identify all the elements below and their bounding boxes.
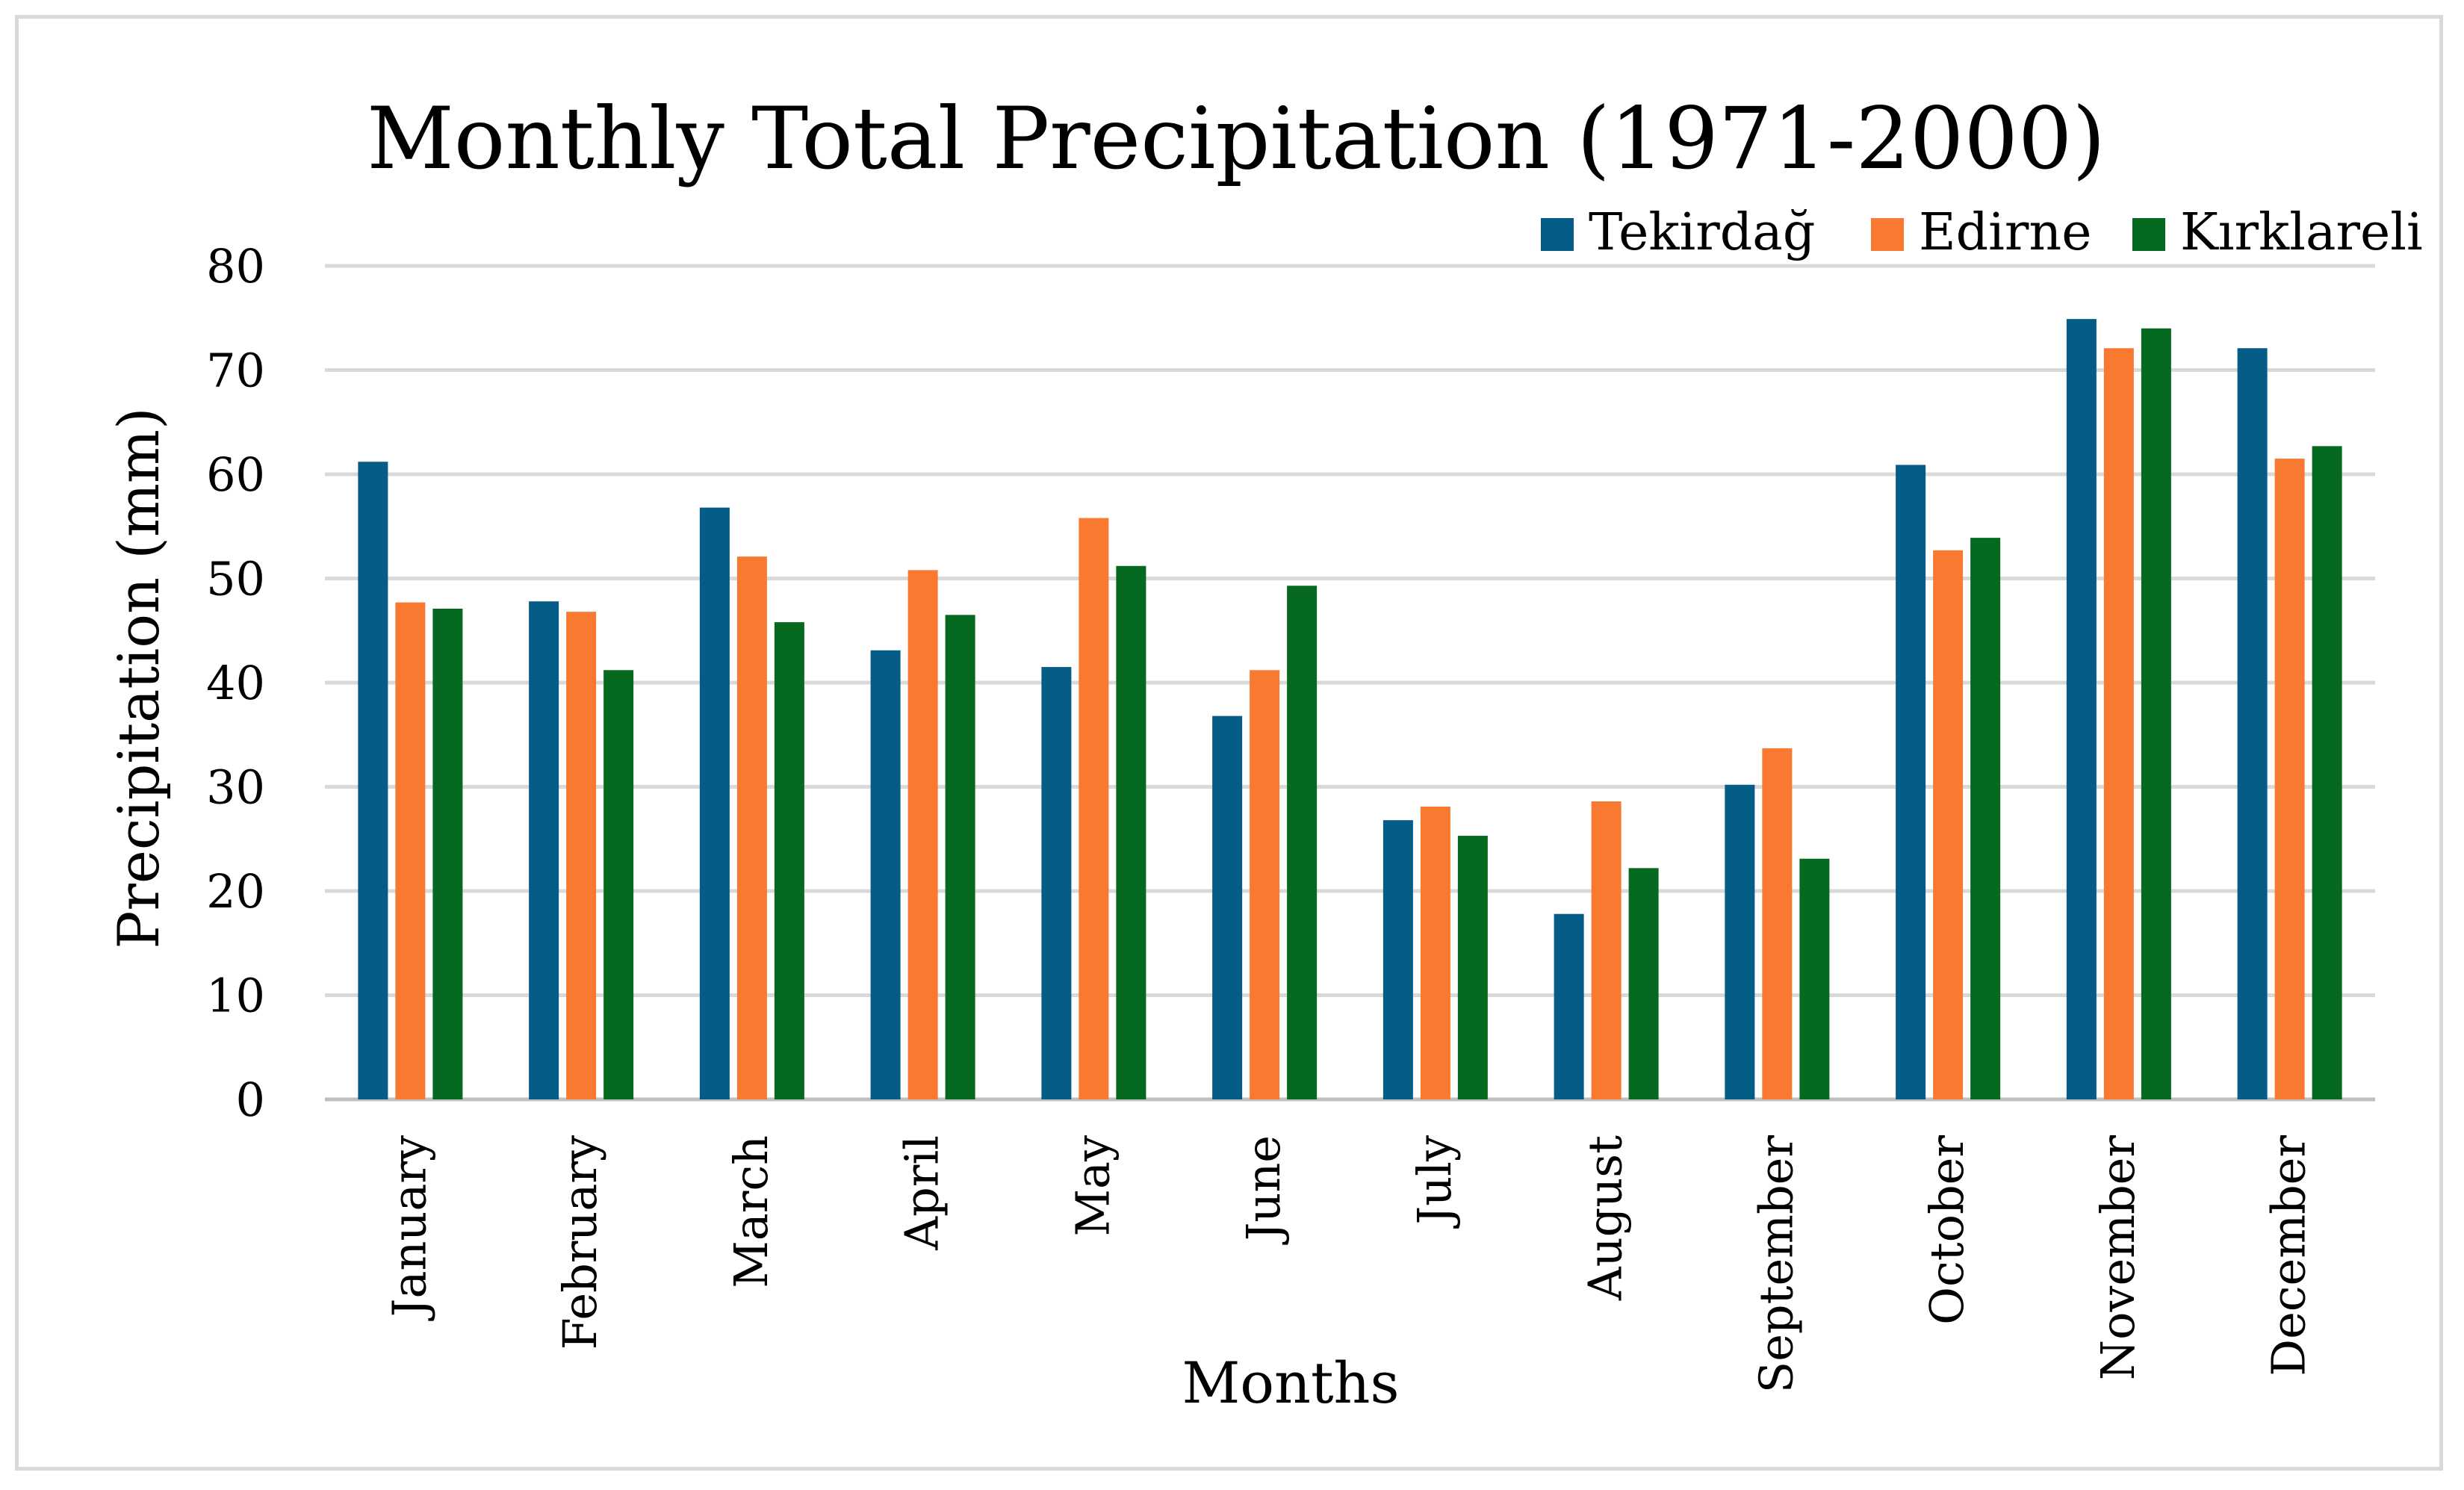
legend-item: Kırklareli	[2132, 203, 2423, 262]
bar-october-series-3	[1970, 538, 2001, 1099]
legend-label: Kırklareli	[2180, 203, 2423, 262]
x-tick-label: May	[1065, 1135, 1120, 1236]
x-tick-label: October	[1920, 1135, 1974, 1325]
y-tick-label: 40	[206, 656, 265, 710]
x-tick-label: November	[2091, 1135, 2145, 1380]
bar-september-series-2	[1762, 748, 1793, 1099]
x-tick-label: March	[724, 1135, 778, 1288]
bar-october-series-2	[1933, 550, 1964, 1099]
bar-may-series-1	[1041, 667, 1072, 1099]
bar-october-series-1	[1896, 465, 1926, 1099]
bar-february-series-1	[529, 601, 559, 1099]
bar-july-series-2	[1420, 807, 1450, 1099]
bar-december-series-3	[2312, 446, 2342, 1099]
y-tick-label: 10	[206, 969, 265, 1023]
legend-label: Tekirdağ	[1589, 203, 1815, 262]
y-axis-ticks: 0 10 20 30 40 50 60 70 80	[206, 239, 265, 1127]
bar-january-series-1	[358, 462, 388, 1099]
bar-july-series-3	[1457, 836, 1488, 1099]
bar-may-series-3	[1116, 565, 1146, 1099]
legend-swatch	[2132, 218, 2165, 251]
bar-august-series-1	[1554, 913, 1584, 1099]
bar-december-series-1	[2237, 348, 2268, 1100]
x-axis-label: Months	[1182, 1350, 1399, 1416]
y-tick-label: 20	[206, 864, 265, 919]
bar-january-series-3	[432, 608, 463, 1099]
legend-label: Edirne	[1919, 203, 2091, 262]
legend-item: Edirne	[1871, 203, 2091, 262]
x-tick-label: December	[2262, 1135, 2316, 1376]
y-tick-label: 80	[206, 239, 265, 294]
y-tick-label: 50	[206, 552, 265, 606]
y-tick-label: 0	[236, 1073, 265, 1127]
bar-december-series-2	[2274, 459, 2305, 1099]
x-tick-label: January	[382, 1135, 436, 1321]
x-tick-label: August	[1578, 1135, 1633, 1301]
bar-september-series-1	[1725, 784, 1755, 1099]
y-tick-label: 60	[206, 447, 265, 502]
bar-april-series-2	[907, 570, 938, 1099]
bar-june-series-1	[1212, 715, 1243, 1099]
bar-november-series-2	[2103, 348, 2134, 1100]
bar-march-series-3	[774, 622, 804, 1099]
legend-swatch	[1871, 218, 1904, 251]
x-tick-label: February	[553, 1135, 607, 1350]
y-axis-label: Precipitation (mm)	[105, 407, 172, 949]
bar-june-series-3	[1287, 586, 1318, 1099]
bar-may-series-2	[1079, 518, 1109, 1099]
legend-item: Tekirdağ	[1541, 203, 1815, 262]
bar-august-series-2	[1591, 801, 1622, 1099]
x-tick-label: July	[1407, 1135, 1462, 1229]
bar-june-series-2	[1250, 670, 1280, 1099]
y-tick-label: 70	[206, 344, 265, 398]
x-axis-ticks: January February March April May June July Augu…	[382, 1135, 2315, 1394]
gridlines	[325, 264, 2375, 1102]
bar-november-series-1	[2066, 319, 2097, 1099]
x-tick-label: June	[1236, 1135, 1291, 1245]
bar-november-series-3	[2141, 328, 2171, 1100]
y-tick-label: 30	[206, 760, 265, 815]
x-tick-label: September	[1748, 1135, 1803, 1394]
bar-march-series-1	[699, 507, 730, 1099]
bar-april-series-3	[945, 615, 975, 1099]
chart-title: Monthly Total Precipitation (1971-2000)	[367, 89, 2105, 188]
bar-august-series-3	[1628, 868, 1659, 1099]
bars	[358, 319, 2342, 1100]
bar-april-series-1	[870, 650, 901, 1099]
bar-january-series-2	[395, 602, 426, 1099]
bar-september-series-3	[1799, 858, 1830, 1099]
bar-february-series-3	[603, 670, 634, 1099]
bar-july-series-1	[1382, 820, 1413, 1099]
legend: Tekirdağ Edirne Kırklareli	[1541, 203, 2423, 262]
legend-swatch	[1541, 218, 1574, 251]
x-tick-label: April	[895, 1135, 949, 1251]
bar-february-series-2	[566, 612, 597, 1099]
bar-march-series-2	[736, 556, 767, 1099]
